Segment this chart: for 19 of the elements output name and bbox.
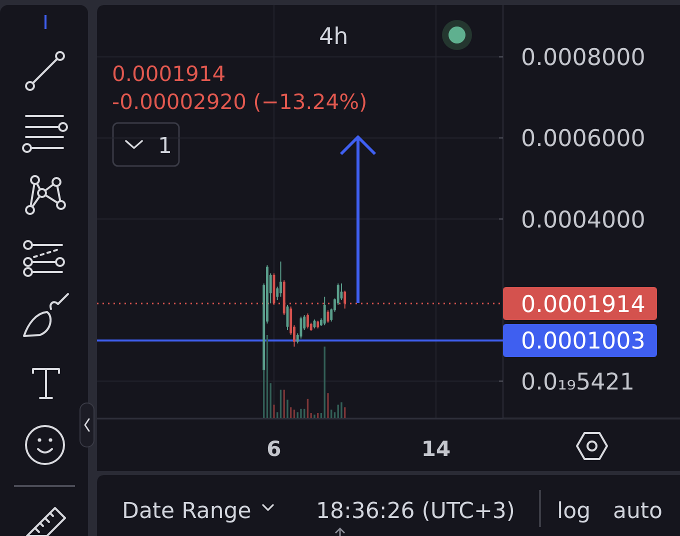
- y-tick-label: 0.0006000: [521, 126, 646, 152]
- x-tick-label: 14: [421, 437, 451, 461]
- y-tick-label: 0.0₁₉5421: [521, 369, 635, 396]
- text: 4h: [319, 24, 348, 50]
- y-tick-label: 0.0004000: [521, 207, 646, 234]
- text: auto: [613, 499, 663, 524]
- annotation: -0.00002920 (−13.24%): [112, 90, 368, 114]
- x-tick-label: 6: [266, 437, 282, 461]
- text: Date Range: [122, 499, 252, 524]
- text: log: [557, 499, 591, 524]
- candlestick: [323, 296, 326, 326]
- text: 0.0001914: [112, 62, 226, 86]
- candlestick: [306, 312, 309, 329]
- ref-line-label: 0.0001003: [521, 328, 646, 355]
- annotation: 1: [158, 134, 172, 159]
- candlestick: [280, 261, 282, 298]
- ref-line-label: 0.0001914: [521, 292, 646, 318]
- text: 18:36:26 (UTC+3): [316, 499, 516, 524]
- y-tick-label: 0.0008000: [521, 45, 646, 72]
